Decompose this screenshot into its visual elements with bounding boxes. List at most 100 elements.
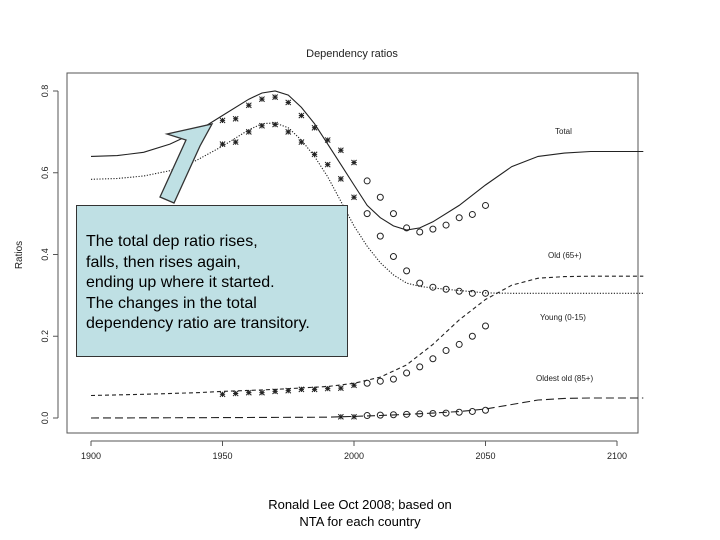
x-tick-label: 1950 [212,451,232,461]
observed-point-circle [442,347,450,355]
observed-point-star [298,386,305,393]
observed-point-star [245,128,252,135]
callout-line: ending up where it started. [86,274,275,291]
observed-point-star [324,161,331,168]
observed-point-star [245,389,252,396]
callout-line: The total dep ratio rises, [86,233,258,250]
observed-point-circle [376,377,384,385]
label-old: Old (65+) [548,251,582,260]
observed-point-star [351,159,357,166]
observed-point-circle [468,332,476,340]
observed-point-circle [468,407,476,415]
series-line-dotted [90,122,644,294]
x-tick-label: 2100 [607,451,627,461]
observed-point-circle [442,221,450,229]
label-young: Young (0-15) [540,313,586,322]
label-total: Total [555,127,572,136]
observed-point-circle [403,224,411,232]
observed-point-star [298,139,305,146]
x-tick-label: 2050 [475,451,495,461]
observed-point-circle [429,410,437,418]
observed-point-star [311,386,318,393]
observed-point-star [245,102,252,109]
observed-point-circle [429,225,437,233]
observed-point-circle [482,289,489,297]
observed-point-star [324,137,331,144]
observed-point-circle [416,410,424,418]
observed-point-circle [482,406,489,414]
y-axis: 0.0 0.2 0.4 0.6 0.8 [40,85,59,425]
series-line-longdash [90,397,644,419]
observed-point-circle [455,214,463,222]
observed-point-star [298,112,305,119]
observed-point-circle [455,340,463,348]
callout-line: The changes in the total [86,294,257,312]
observed-point-star [337,147,344,154]
observed-point-circle [376,193,384,201]
observed-point-circle [429,355,437,363]
observed-point-star [285,387,292,394]
observed-point-star [311,151,318,158]
observed-point-star [351,382,357,389]
observed-point-star [219,117,226,124]
observed-point-circle [389,253,397,261]
observed-point-circle [389,375,397,383]
series-line-dashed [90,275,644,397]
x-tick-label: 2000 [344,451,364,461]
plot-frame [66,72,639,434]
observed-point-star [272,94,279,101]
observed-point-circle [442,409,450,417]
label-oldest: Oldest old (85+) [536,374,593,383]
observed-point-circle [468,210,476,218]
observed-point-circle [363,379,371,387]
observed-point-star [337,175,344,182]
observed-point-star [337,385,344,392]
observed-point-circle [389,411,397,419]
observed-point-star [324,385,331,392]
chart-title: Dependency ratios [306,48,398,60]
y-tick-label: 0.6 [40,166,50,179]
observed-point-star [219,391,226,398]
observed-point-star [272,121,279,128]
observed-point-circle [482,201,489,209]
observed-point-star [232,139,239,146]
observed-point-star [311,124,318,131]
observed-point-circle [363,412,371,420]
observed-point-circle [455,287,463,295]
observed-point-star [272,388,279,395]
observed-point-circle [482,322,489,330]
observed-point-circle [429,283,437,291]
observed-point-circle [363,177,371,185]
series-labels: Total Old (65+) Young (0-15) Oldest old … [536,127,593,383]
observed-point-star [258,389,265,396]
observed-point-circle [376,232,384,240]
observed-point-circle [389,210,397,218]
source-credit: Ronald Lee Oct 2008; based on NTA for ea… [200,496,520,530]
observed-point-circle [403,267,411,275]
y-axis-label: Ratios [14,241,25,269]
observed-point-circle [455,408,463,416]
observed-point-circle [416,363,424,371]
observed-point-circle [416,279,424,287]
credit-line-1: Ronald Lee Oct 2008; based on [268,497,452,512]
y-tick-label: 0.0 [40,412,50,425]
series-line-solid [90,90,644,231]
observed-point-star [232,115,239,122]
callout-line: falls, then rises again, [86,253,241,271]
observed-point-star [232,390,239,397]
callout-arrow [159,123,214,204]
observed-point-star [351,194,357,201]
series-lines [90,90,644,419]
observed-point-star [258,96,265,103]
y-tick-label: 0.4 [40,248,50,261]
x-tick-label: 1900 [81,451,101,461]
observed-point-star [219,141,226,148]
observed-point-star [258,122,265,129]
observed-point-circle [403,410,411,418]
observed-point-star [285,99,292,106]
observed-point-circle [376,411,384,419]
observed-point-circle [442,285,450,293]
observed-point-star [285,128,292,135]
y-tick-label: 0.8 [40,85,50,98]
callout-line: dependency ratio are transitory. [86,315,310,332]
